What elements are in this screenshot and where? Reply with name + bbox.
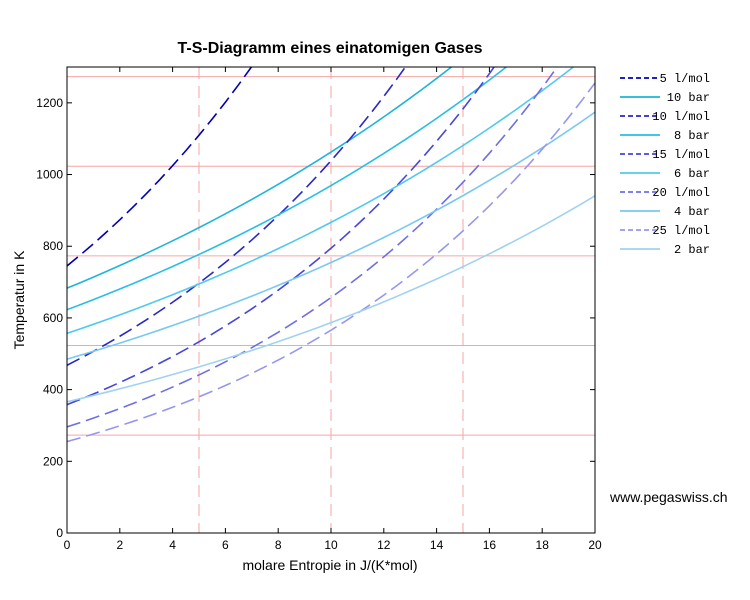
- x-axis-label: molare Entropie in J/(K*mol): [242, 557, 417, 573]
- legend-label-10: 2 bar: [674, 243, 710, 257]
- x-tick-label: 10: [324, 538, 338, 552]
- x-tick-label: 2: [116, 538, 123, 552]
- series-line-3: [67, 67, 407, 366]
- series-line-6: [67, 67, 575, 335]
- series-group: [67, 67, 595, 443]
- y-tick-label: 1200: [36, 96, 63, 110]
- legend-label-2: 10 bar: [667, 91, 710, 105]
- y-tick-label: 400: [43, 383, 63, 397]
- legend-label-3: 10 l/mol: [652, 110, 710, 124]
- series-line-10: [67, 195, 595, 403]
- x-tick-label: 16: [483, 538, 497, 552]
- x-tick-label: 18: [536, 538, 550, 552]
- x-tick-label: 4: [169, 538, 176, 552]
- series-line-8: [67, 111, 595, 360]
- x-tick-label: 0: [64, 538, 71, 552]
- legend-label-1: 5 l/mol: [660, 72, 710, 86]
- y-tick-label: 1000: [36, 168, 63, 182]
- legend: 5 l/mol 10 bar 10 l/mol 8 bar 15 l/mol 6 bar 2…: [620, 72, 710, 257]
- y-tick-label: 800: [43, 239, 63, 253]
- y-axis-label: Temperatur in K: [11, 250, 27, 349]
- legend-label-9: 25 l/mol: [652, 224, 710, 238]
- series-line-4: [67, 67, 508, 311]
- x-tick-label: 8: [275, 538, 282, 552]
- y-tick-label: 600: [43, 311, 63, 325]
- y-tick-label: 200: [43, 454, 63, 468]
- x-tick-label: 20: [588, 538, 602, 552]
- x-tick-label: 12: [377, 538, 391, 552]
- series-line-2: [67, 67, 453, 289]
- legend-label-8: 4 bar: [674, 205, 710, 219]
- y-tick-label: 0: [56, 526, 63, 540]
- credit-text: www.pegaswiss.ch: [609, 489, 728, 505]
- x-tick-label: 14: [430, 538, 444, 552]
- chart-title: T-S-Diagramm eines einatomigen Gases: [178, 40, 483, 57]
- legend-label-5: 15 l/mol: [652, 148, 710, 162]
- legend-label-7: 20 l/mol: [652, 186, 710, 200]
- legend-label-6: 6 bar: [674, 167, 710, 181]
- series-line-5: [67, 67, 496, 406]
- legend-label-4: 8 bar: [674, 129, 710, 143]
- x-tick-label: 6: [222, 538, 229, 552]
- series-line-9: [67, 82, 595, 443]
- series-line-7: [67, 67, 559, 428]
